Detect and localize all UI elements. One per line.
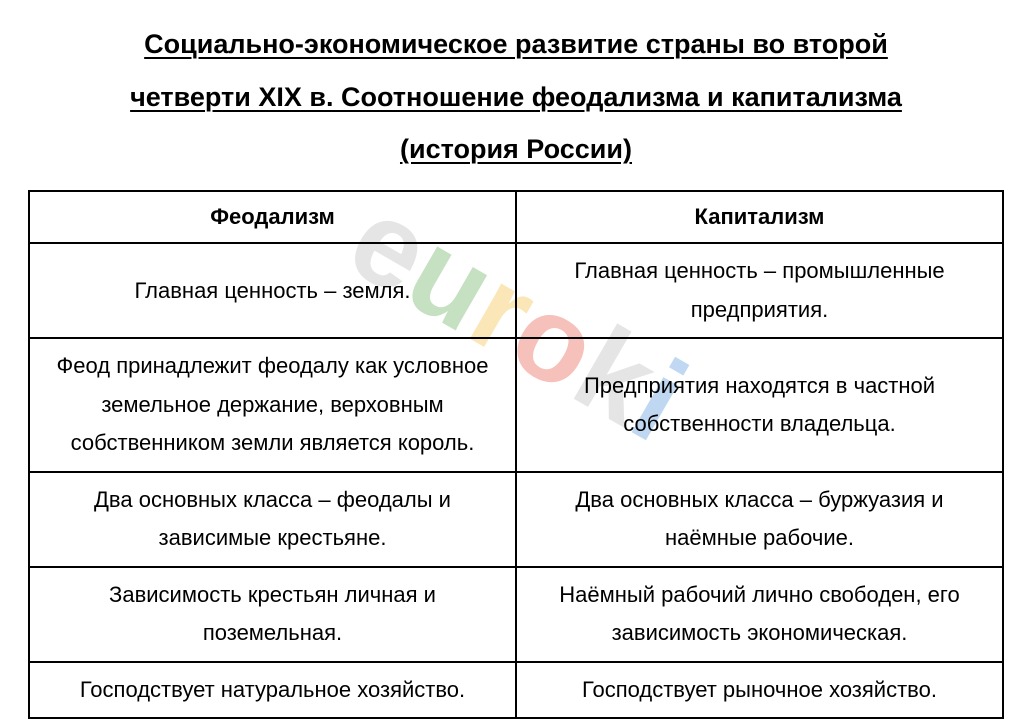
cell-feodalism: Зависимость крестьян личная и поземельна… bbox=[29, 567, 516, 662]
comparison-table: Феодализм Капитализм Главная ценность – … bbox=[28, 190, 1004, 719]
table-row: Главная ценность – земля. Главная ценнос… bbox=[29, 243, 1003, 338]
table-row: Зависимость крестьян личная и поземельна… bbox=[29, 567, 1003, 662]
cell-capitalism: Главная ценность – промышленные предприя… bbox=[516, 243, 1003, 338]
title-line-3: (история России) bbox=[28, 123, 1004, 176]
cell-capitalism: Предприятия находятся в частной собствен… bbox=[516, 338, 1003, 472]
cell-feodalism: Два основных класса – феодалы и зависимы… bbox=[29, 472, 516, 567]
title-line-1: Социально-экономическое развитие страны … bbox=[28, 18, 1004, 71]
page-title: Социально-экономическое развитие страны … bbox=[28, 18, 1004, 176]
title-line-2: четверти XIX в. Соотношение феодализма и… bbox=[28, 71, 1004, 124]
cell-capitalism: Наёмный рабочий лично свободен, его зави… bbox=[516, 567, 1003, 662]
cell-capitalism: Два основных класса – буржуазия и наёмны… bbox=[516, 472, 1003, 567]
cell-feodalism: Господствует натуральное хозяйство. bbox=[29, 662, 516, 719]
table-row: Феод принадлежит феодалу как условное зе… bbox=[29, 338, 1003, 472]
table-header-row: Феодализм Капитализм bbox=[29, 191, 1003, 244]
table-row: Два основных класса – феодалы и зависимы… bbox=[29, 472, 1003, 567]
col-header-feodalism: Феодализм bbox=[29, 191, 516, 244]
cell-feodalism: Феод принадлежит феодалу как условное зе… bbox=[29, 338, 516, 472]
table-row: Господствует натуральное хозяйство. Госп… bbox=[29, 662, 1003, 719]
col-header-capitalism: Капитализм bbox=[516, 191, 1003, 244]
cell-feodalism: Главная ценность – земля. bbox=[29, 243, 516, 338]
cell-capitalism: Господствует рыночное хозяйство. bbox=[516, 662, 1003, 719]
